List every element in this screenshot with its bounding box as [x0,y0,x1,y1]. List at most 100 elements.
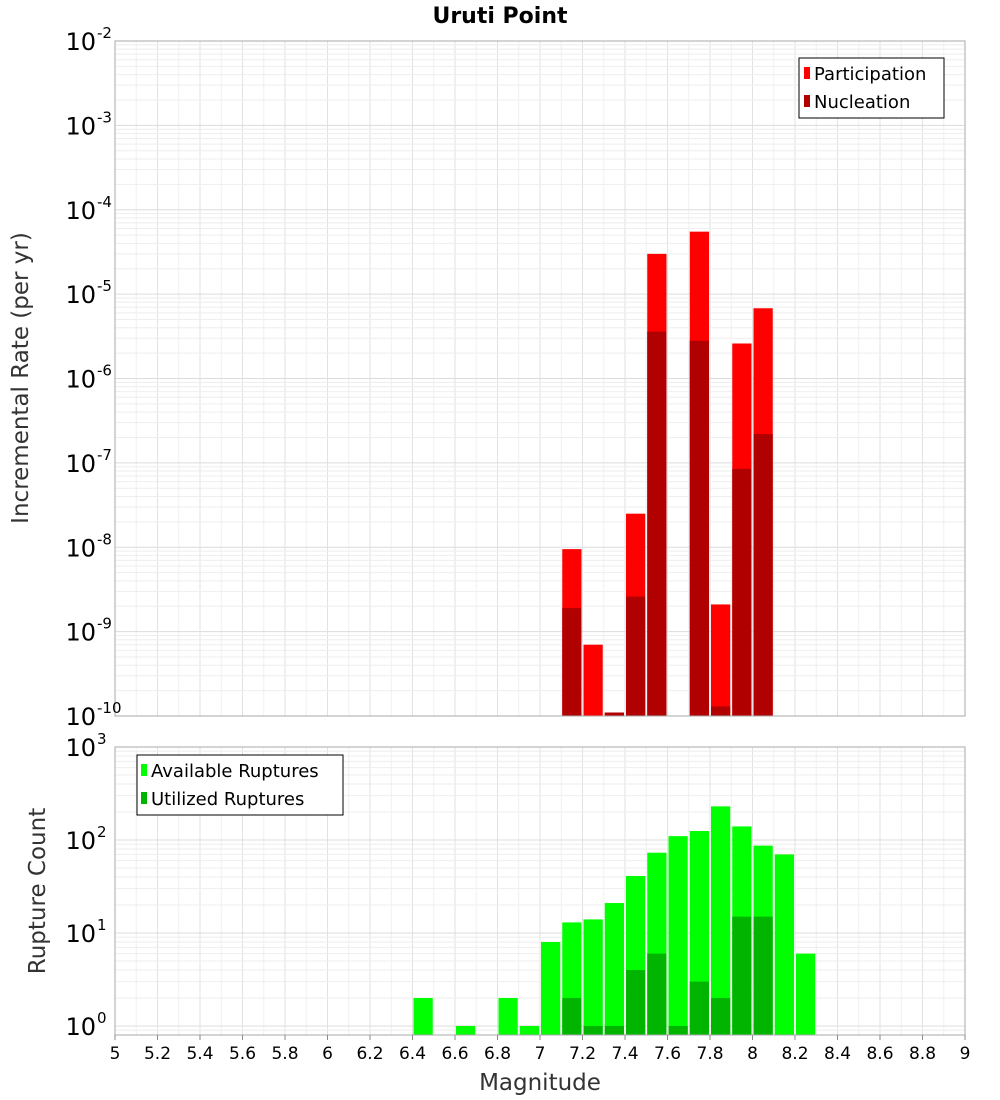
y-tick-exponent: -6 [97,362,112,380]
y-tick-exponent: -9 [97,615,112,633]
count-bar-utilized-ruptures [647,953,667,1035]
rate-bar-participation [711,604,731,716]
legend-label-utilized: Utilized Ruptures [151,789,304,810]
rate-bar-nucleation [647,331,667,716]
x-tick-label: 8.8 [909,1044,936,1064]
y-tick-exponent: -4 [97,193,112,211]
legend-swatch-available [141,764,147,776]
x-ticks: 5 5.2 5.4 5.6 5.8 6 6.2 6.4 6.6 6.8 7 7.2 7.4 7.6 7.8 8… [110,1035,971,1064]
rate-bar-nucleation [604,712,624,716]
y-tick-label: 10 [65,619,96,647]
rate-bar-participation [583,644,603,716]
count-bar-utilized-ruptures [562,997,582,1035]
y-tick-exponent: -5 [97,277,112,295]
x-tick-label: 6.4 [399,1044,426,1064]
x-tick-label: 8.6 [866,1044,893,1064]
y-tick-label: 10 [65,197,96,225]
count-bar-available-ruptures [604,903,624,1035]
bottom-bars [413,806,816,1035]
y-tick-exponent: -10 [97,699,122,717]
x-tick-label: 7.8 [696,1044,723,1064]
x-tick-label: 7.4 [611,1044,638,1064]
y-tick-exponent: -8 [97,530,112,548]
chart-title: Uruti Point [432,4,568,29]
legend-swatch-nucleation [804,95,810,107]
count-bar-utilized-ruptures [668,1025,688,1035]
y-tick-label: 10 [65,827,96,855]
count-bar-available-ruptures [519,1025,539,1035]
legend-label-available: Available Ruptures [151,761,319,782]
bottom-legend: Available Ruptures Utilized Ruptures [136,754,344,816]
y-tick-label: 10 [65,366,96,394]
count-bar-available-ruptures [796,953,816,1035]
rate-bar-nucleation [711,706,731,716]
count-bar-utilized-ruptures [711,997,731,1035]
y-tick-label: 10 [65,534,96,562]
bottom-y-axis-label: Rupture Count [25,808,51,974]
y-tick-label: 10 [65,703,96,731]
x-tick-label: 5.8 [271,1044,298,1064]
legend-label-nucleation: Nucleation [814,92,910,113]
y-tick-label: 10 [65,112,96,140]
y-tick-label: 10 [65,920,96,948]
count-bar-utilized-ruptures [732,916,752,1035]
y-tick-label: 10 [65,734,96,762]
top-legend-box [798,57,945,119]
count-bar-available-ruptures [541,942,561,1035]
y-tick-exponent: -2 [97,24,112,42]
x-tick-label: 7.6 [654,1044,681,1064]
x-tick-label: 5.4 [186,1044,213,1064]
rate-bar-nucleation [689,340,709,716]
top-legend: Participation Nucleation [798,57,945,119]
count-bar-available-ruptures [774,854,794,1035]
count-bar-available-ruptures [456,1025,476,1035]
x-tick-label: 6.2 [356,1044,383,1064]
count-bar-available-ruptures [583,919,603,1035]
count-bar-available-ruptures [668,836,688,1035]
y-tick-label: 10 [65,281,96,309]
x-tick-label: 7.2 [569,1044,596,1064]
count-bar-utilized-ruptures [753,916,773,1035]
y-tick-exponent: -3 [97,108,112,126]
bottom-legend-box [136,754,344,816]
rate-bar-nucleation [753,433,773,716]
y-tick-exponent: -7 [97,446,112,464]
top-bars [562,231,773,716]
x-tick-label: 6 [322,1044,333,1064]
legend-swatch-utilized [141,792,147,804]
count-bar-available-ruptures [711,806,731,1035]
x-axis-label: Magnitude [479,1070,601,1096]
rate-bar-nucleation [626,596,646,716]
y-tick-exponent: 0 [97,1009,107,1027]
y-tick-exponent: 2 [97,823,107,841]
x-tick-label: 5.6 [229,1044,256,1064]
count-bar-utilized-ruptures [604,1025,624,1035]
top-plot-border [114,40,966,717]
rate-bar-nucleation [732,468,752,716]
x-tick-label: 5 [110,1044,121,1064]
count-bar-utilized-ruptures [689,981,709,1035]
x-tick-label: 5.2 [144,1044,171,1064]
x-tick-label: 6.6 [441,1044,468,1064]
x-tick-label: 6.8 [484,1044,511,1064]
top-grid [114,40,966,717]
count-bar-available-ruptures [498,997,518,1035]
x-tick-label: 8.2 [781,1044,808,1064]
legend-label-participation: Participation [814,64,926,85]
x-tick-label: 7 [535,1044,546,1064]
y-tick-label: 10 [65,28,96,56]
x-tick-label: 8 [747,1044,758,1064]
count-bar-utilized-ruptures [583,1025,603,1035]
count-bar-available-ruptures [413,997,433,1035]
y-tick-exponent: 1 [97,916,107,934]
y-tick-exponent: 3 [97,730,107,748]
x-tick-label: 8.4 [824,1044,851,1064]
count-bar-utilized-ruptures [626,969,646,1035]
x-tick-label: 9 [960,1044,971,1064]
y-tick-label: 10 [65,1013,96,1041]
rate-bar-nucleation [562,608,582,716]
top-y-axis-label: Incremental Rate (per yr) [8,232,34,524]
